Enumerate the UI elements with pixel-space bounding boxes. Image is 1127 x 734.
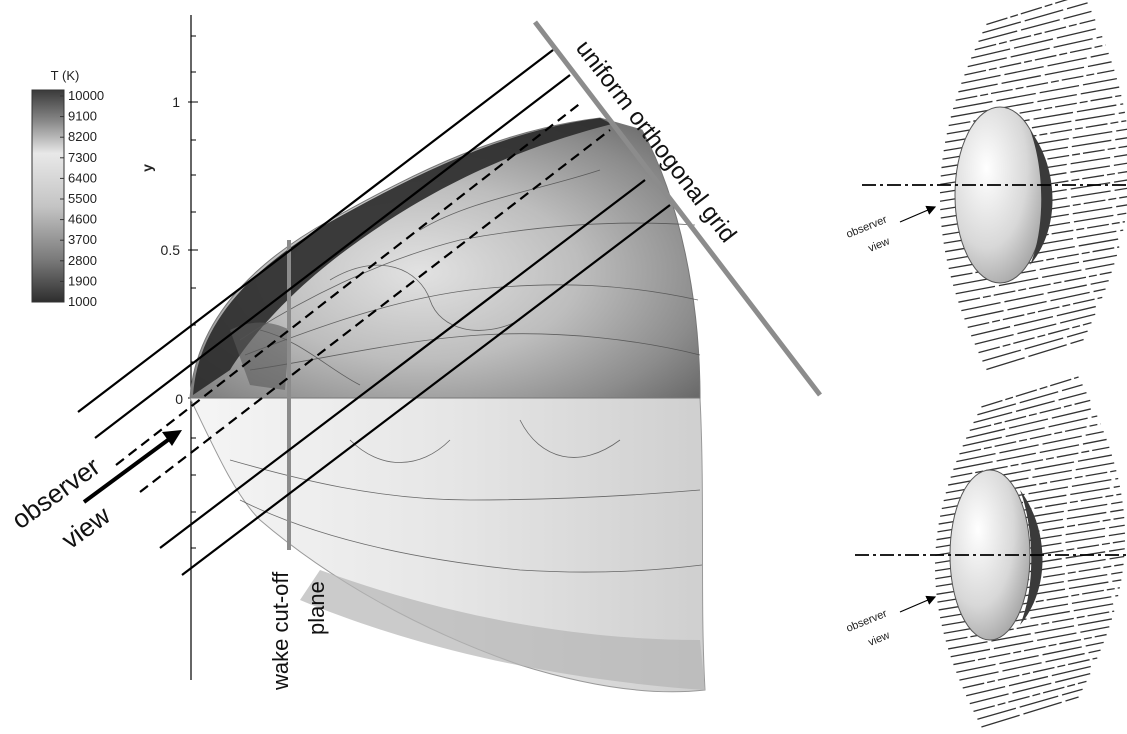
capsule-shadow-bottom [1020, 490, 1043, 625]
hatch-line [977, 384, 1083, 416]
wake-cutoff-label: wake cut-off plane [268, 571, 329, 691]
hatch-line [950, 86, 1120, 118]
hatch-line [966, 407, 1094, 439]
hatch-line [981, 696, 1079, 728]
hatch-line [967, 296, 1103, 329]
ytick-0: 0 [175, 391, 183, 407]
observer-arrow [82, 430, 182, 504]
uniform-grid-plane [533, 20, 822, 397]
hatch-line [956, 641, 1104, 674]
colorbar-level-label: 7300 [68, 150, 97, 165]
hatch-line [961, 279, 1109, 312]
hatch-line [955, 263, 1115, 295]
hatch-line [986, 338, 1084, 371]
hatch-line [978, 10, 1092, 42]
capsule-shadow-top [1030, 130, 1053, 265]
hatch-line [967, 35, 1103, 68]
hatch-line [956, 430, 1104, 463]
hatch-line [958, 271, 1112, 303]
inset-bottom-view: view [867, 629, 892, 648]
hatch-line [982, 2, 1088, 34]
svg-text:plane: plane [304, 581, 329, 635]
hatch-line [981, 376, 1079, 408]
hatch-line [969, 399, 1091, 432]
hatch-line [953, 438, 1107, 471]
colorbar-levels: 10000 9100 8200 7300 6400 5500 4600 3700 2800 190… [60, 88, 104, 309]
svg-text:wake cut-off: wake cut-off [268, 571, 293, 691]
hatch-line [962, 415, 1098, 447]
hatch-line [982, 330, 1088, 362]
hatch-line [964, 44, 1106, 76]
colorbar-level-label: 1000 [68, 294, 97, 309]
axes: 1 0.5 0 y [139, 15, 198, 680]
view-label: view [56, 500, 116, 555]
colorbar-level-label: 4600 [68, 212, 97, 227]
hatch-line [953, 254, 1117, 286]
hatch-line [974, 19, 1096, 51]
colorbar-level-label: 3700 [68, 232, 97, 247]
hatch-line [971, 305, 1099, 337]
colorbar-level-label: 10000 [68, 88, 104, 103]
inset-top: observer view [845, 0, 1127, 371]
hatch-line [971, 27, 1099, 59]
colorbar-level-label: 5500 [68, 191, 97, 206]
colorbar: T (K) 10000 9100 8200 7300 6400 5500 4600 3700 2… [31, 68, 104, 309]
hatch-line [973, 680, 1087, 713]
colorbar-level-label: 1900 [68, 273, 97, 288]
y-axis-label: y [139, 164, 155, 172]
hatch-line [959, 649, 1101, 681]
hatch-line [948, 618, 1112, 650]
ytick-1: 1 [172, 94, 180, 110]
colorbar-level-label: 6400 [68, 170, 97, 185]
hatch-line [978, 322, 1092, 354]
hatch-line [969, 672, 1091, 705]
hatch-line [950, 446, 1110, 478]
hatch-line [961, 52, 1109, 85]
hatch-line [977, 688, 1083, 720]
hatch-line [966, 665, 1094, 697]
inset-top-view: view [867, 235, 892, 254]
hatch-line [973, 391, 1087, 424]
hatch-line [986, 0, 1068, 26]
ytick-0-5: 0.5 [161, 242, 181, 258]
hatch-line [955, 69, 1115, 101]
hatch-line [974, 313, 1096, 345]
inset-bottom: observer view [845, 376, 1127, 728]
hatch-line [948, 94, 1122, 127]
hatch-line [962, 657, 1098, 689]
hatch-line [953, 633, 1107, 666]
hatch-line [945, 610, 1115, 642]
hatch-line [950, 626, 1110, 658]
hatch-line [964, 288, 1106, 320]
hatch-line [958, 61, 1112, 93]
colorbar-title: T (K) [51, 68, 80, 83]
colorbar-level-label: 2800 [68, 253, 97, 268]
observer-rays [77, 49, 671, 576]
colorbar-level-label: 8200 [68, 129, 97, 144]
colorbar-level-label: 9100 [68, 109, 97, 124]
hatch-line [953, 78, 1117, 110]
hatch-line [959, 423, 1101, 455]
